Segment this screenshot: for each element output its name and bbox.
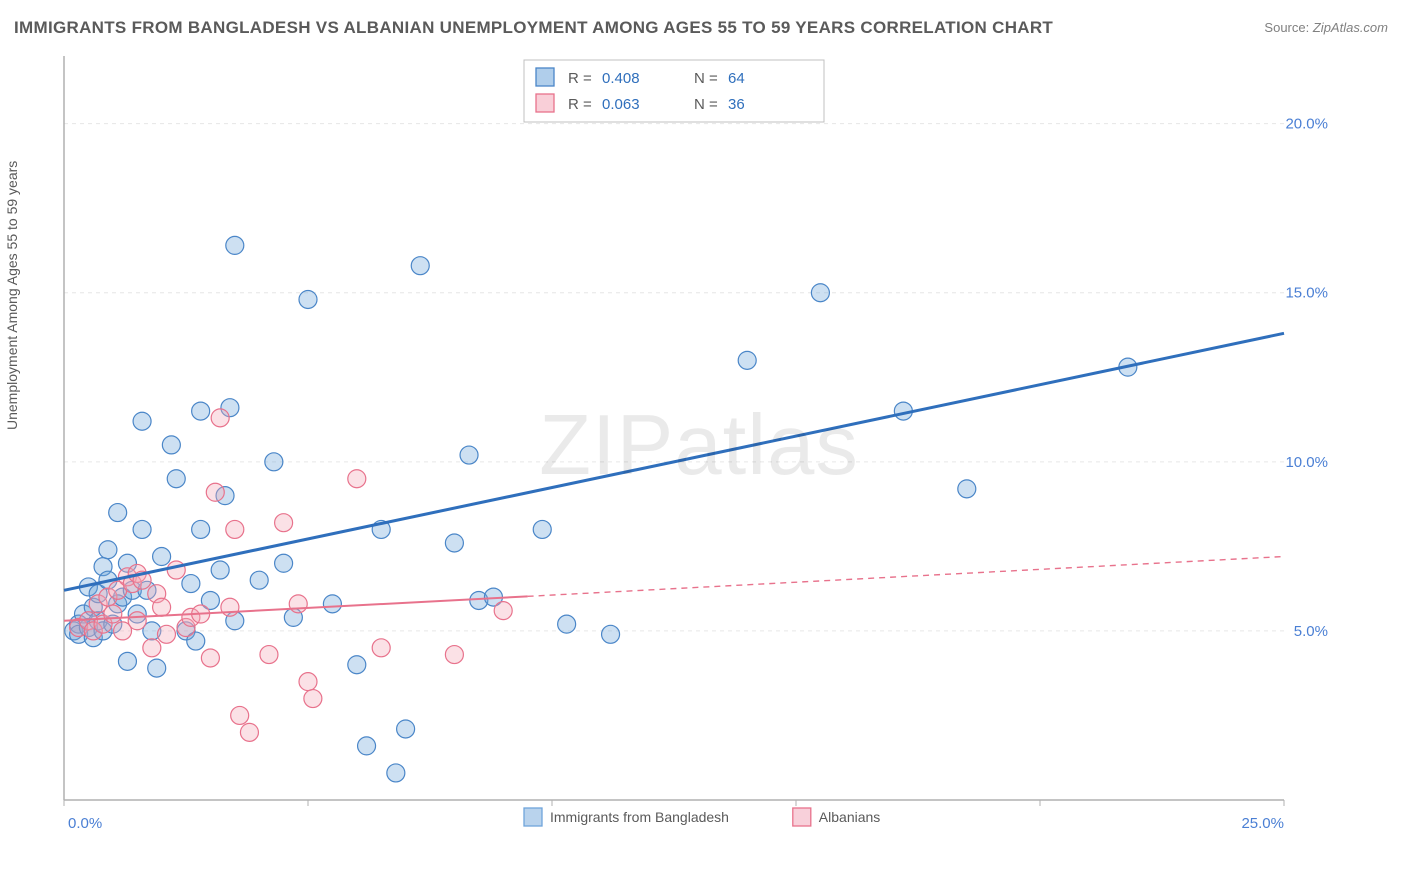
scatter-point bbox=[445, 646, 463, 664]
scatter-point bbox=[260, 646, 278, 664]
svg-text:15.0%: 15.0% bbox=[1285, 285, 1328, 302]
scatter-point bbox=[231, 706, 249, 724]
scatter-point bbox=[182, 575, 200, 593]
scatter-point bbox=[153, 548, 171, 566]
source-attribution: Source: ZipAtlas.com bbox=[1264, 20, 1388, 35]
svg-text:20.0%: 20.0% bbox=[1285, 116, 1328, 133]
scatter-point bbox=[157, 625, 175, 643]
svg-text:36: 36 bbox=[728, 96, 745, 113]
scatter-point bbox=[128, 612, 146, 630]
scatter-point bbox=[811, 284, 829, 302]
scatter-point bbox=[372, 639, 390, 657]
trend-line bbox=[64, 333, 1284, 590]
svg-text:R =: R = bbox=[568, 96, 592, 113]
svg-text:0.063: 0.063 bbox=[602, 96, 640, 113]
scatter-point bbox=[201, 649, 219, 667]
scatter-point bbox=[558, 615, 576, 633]
scatter-point bbox=[397, 720, 415, 738]
scatter-point bbox=[109, 504, 127, 522]
scatter-point bbox=[162, 436, 180, 454]
scatter-point bbox=[99, 541, 117, 559]
scatter-point bbox=[192, 520, 210, 538]
scatter-point bbox=[323, 595, 341, 613]
scatter-point bbox=[206, 483, 224, 501]
scatter-point bbox=[167, 470, 185, 488]
scatter-point bbox=[118, 652, 136, 670]
y-axis-label: Unemployment Among Ages 55 to 59 years bbox=[4, 161, 20, 430]
scatter-point bbox=[240, 723, 258, 741]
legend-label: Immigrants from Bangladesh bbox=[550, 809, 729, 825]
scatter-point bbox=[348, 656, 366, 674]
scatter-point bbox=[167, 561, 185, 579]
scatter-point bbox=[104, 605, 122, 623]
scatter-point bbox=[226, 236, 244, 254]
scatter-point bbox=[148, 659, 166, 677]
chart-title: IMMIGRANTS FROM BANGLADESH VS ALBANIAN U… bbox=[14, 18, 1053, 38]
scatter-point bbox=[299, 673, 317, 691]
scatter-point bbox=[738, 351, 756, 369]
scatter-point bbox=[275, 514, 293, 532]
svg-text:0.408: 0.408 bbox=[602, 70, 640, 87]
scatter-point bbox=[460, 446, 478, 464]
plot-area: 5.0% 10.0% 15.0% 20.0% 0.0% 25.0% R = 0.408 N = 6… bbox=[54, 46, 1344, 846]
source-value: ZipAtlas.com bbox=[1313, 20, 1388, 35]
scatter-point bbox=[289, 595, 307, 613]
trend-line-extrapolated bbox=[528, 557, 1284, 597]
scatter-point bbox=[958, 480, 976, 498]
scatter-point bbox=[275, 554, 293, 572]
svg-text:25.0%: 25.0% bbox=[1241, 815, 1284, 832]
svg-text:N =: N = bbox=[694, 70, 718, 87]
scatter-point bbox=[387, 764, 405, 782]
scatter-point bbox=[133, 412, 151, 430]
scatter-point bbox=[192, 402, 210, 420]
scatter-point bbox=[299, 290, 317, 308]
scatter-point bbox=[153, 598, 171, 616]
scatter-point bbox=[250, 571, 268, 589]
scatter-point bbox=[602, 625, 620, 643]
scatter-point bbox=[143, 639, 161, 657]
svg-text:5.0%: 5.0% bbox=[1294, 623, 1328, 640]
svg-text:R =: R = bbox=[568, 70, 592, 87]
scatter-point bbox=[445, 534, 463, 552]
scatter-point bbox=[411, 257, 429, 275]
legend-swatch bbox=[793, 808, 811, 826]
scatter-chart: 5.0% 10.0% 15.0% 20.0% 0.0% 25.0% R = 0.408 N = 6… bbox=[54, 46, 1344, 846]
scatter-point bbox=[226, 520, 244, 538]
scatter-point bbox=[265, 453, 283, 471]
scatter-point bbox=[133, 520, 151, 538]
legend-label: Albanians bbox=[819, 809, 881, 825]
scatter-point bbox=[304, 690, 322, 708]
scatter-point bbox=[221, 598, 239, 616]
svg-text:0.0%: 0.0% bbox=[68, 815, 102, 832]
legend-swatch bbox=[536, 94, 554, 112]
scatter-point bbox=[211, 561, 229, 579]
legend-swatch bbox=[524, 808, 542, 826]
legend-swatch bbox=[536, 68, 554, 86]
scatter-point bbox=[494, 602, 512, 620]
scatter-point bbox=[348, 470, 366, 488]
svg-text:N =: N = bbox=[694, 96, 718, 113]
svg-text:10.0%: 10.0% bbox=[1285, 454, 1328, 471]
scatter-point bbox=[358, 737, 376, 755]
scatter-point bbox=[533, 520, 551, 538]
source-label: Source: bbox=[1264, 20, 1309, 35]
scatter-point bbox=[211, 409, 229, 427]
svg-text:64: 64 bbox=[728, 70, 745, 87]
